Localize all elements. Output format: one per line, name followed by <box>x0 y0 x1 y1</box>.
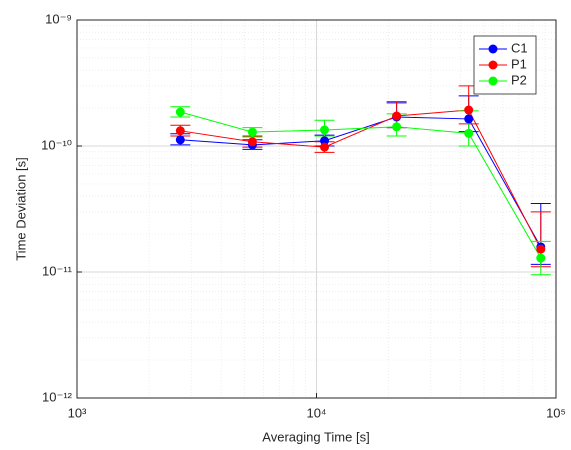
marker <box>536 253 546 263</box>
legend-label: P1 <box>511 56 527 71</box>
marker <box>320 142 330 152</box>
y-tick-label: 10⁻¹¹ <box>42 263 73 278</box>
y-tick-label: 10⁻¹⁰ <box>41 137 72 152</box>
marker <box>464 114 474 124</box>
y-axis-label: Time Deviation [s] <box>13 157 28 261</box>
x-axis-label: Averaging Time [s] <box>262 429 369 444</box>
series-line <box>180 111 542 259</box>
x-tick-label: 10⁵ <box>546 405 566 420</box>
marker <box>247 137 257 147</box>
marker <box>464 128 474 138</box>
marker <box>320 136 330 146</box>
x-tick-label: 10³ <box>68 405 87 420</box>
marker <box>175 126 185 136</box>
marker <box>536 244 546 254</box>
x-tick-label: 10⁴ <box>306 405 326 420</box>
y-tick-label: 10⁻¹² <box>42 389 73 404</box>
marker <box>320 125 330 135</box>
series-line <box>180 109 542 250</box>
marker <box>247 127 257 137</box>
y-tick-label: 10⁻⁹ <box>45 11 72 26</box>
plot-frame <box>76 19 557 399</box>
marker <box>392 122 402 132</box>
marker <box>464 105 474 115</box>
legend-label: C1 <box>511 40 528 55</box>
legend-marker <box>488 76 498 86</box>
legend-label: P2 <box>511 72 527 87</box>
marker <box>392 111 402 121</box>
legend-marker <box>488 44 498 54</box>
marker <box>175 107 185 117</box>
marker <box>175 135 185 145</box>
legend-marker <box>488 60 498 70</box>
